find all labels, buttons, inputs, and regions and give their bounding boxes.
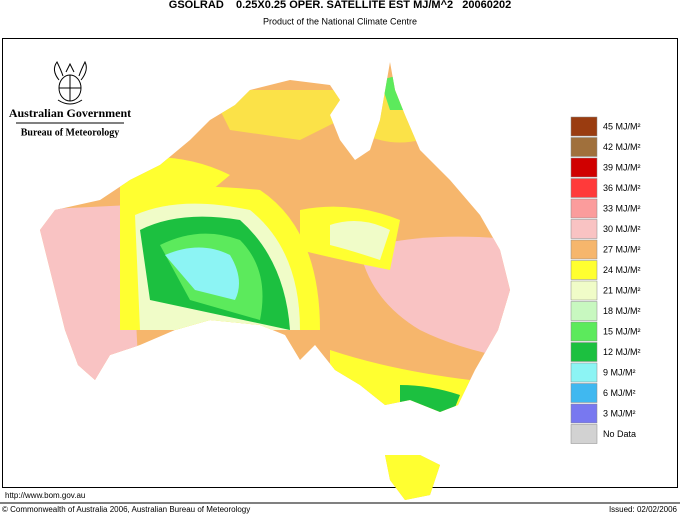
legend-label: 6 MJ/M² — [603, 388, 636, 398]
legend-label: 39 MJ/M² — [603, 163, 641, 173]
legend-label: 27 MJ/M² — [603, 245, 641, 255]
legend-label: 45 MJ/M² — [603, 122, 641, 132]
map-frame — [2, 38, 678, 488]
subtitle: Product of the National Climate Centre — [263, 16, 417, 26]
legend-swatch — [570, 198, 598, 219]
legend-swatch — [570, 383, 598, 403]
legend-label: 12 MJ/M² — [603, 347, 641, 357]
legend-label: 30 MJ/M² — [603, 224, 641, 234]
legend-swatch — [570, 424, 598, 444]
legend-label: 15 MJ/M² — [603, 327, 641, 337]
crest — [53, 60, 87, 105]
legend-label: No Data — [603, 429, 636, 439]
legend-label: 21 MJ/M² — [603, 286, 641, 296]
legend-swatch — [570, 362, 598, 383]
legend-label: 42 MJ/M² — [603, 142, 641, 152]
legend-swatch — [570, 280, 598, 301]
legend-swatch — [570, 137, 598, 157]
legend-swatch — [570, 178, 598, 198]
legend-swatch — [570, 239, 598, 260]
legend: 45 MJ/M² 42 MJ/M² 39 MJ/M² 36 MJ/M² 33 MJ/M²… — [570, 116, 641, 444]
legend-swatch — [570, 219, 598, 239]
footer-copyright: © Commonwealth of Australia 2006, Austra… — [2, 505, 250, 514]
logo-government: Australian Government — [9, 106, 131, 120]
legend-swatch — [570, 301, 598, 321]
legend-label: 9 MJ/M² — [603, 368, 636, 378]
footer-url: http://www.bom.gov.au — [5, 491, 85, 500]
title: GSOLRAD 0.25X0.25 OPER. SATELLITE EST MJ… — [169, 0, 511, 11]
legend-swatch — [570, 260, 598, 280]
legend-swatch — [570, 403, 598, 424]
legend-label: 24 MJ/M² — [603, 265, 641, 275]
legend-label: 3 MJ/M² — [603, 409, 636, 419]
legend-swatch — [570, 116, 598, 137]
legend-label: 18 MJ/M² — [603, 306, 641, 316]
legend-swatch — [570, 157, 598, 178]
legend-swatch — [570, 321, 598, 342]
legend-swatch — [570, 342, 598, 362]
logo-bureau: Bureau of Meteorology — [21, 127, 120, 138]
footer-issued: Issued: 02/02/2006 — [609, 505, 678, 514]
legend-label: 36 MJ/M² — [603, 183, 641, 193]
legend-label: 33 MJ/M² — [603, 204, 641, 214]
